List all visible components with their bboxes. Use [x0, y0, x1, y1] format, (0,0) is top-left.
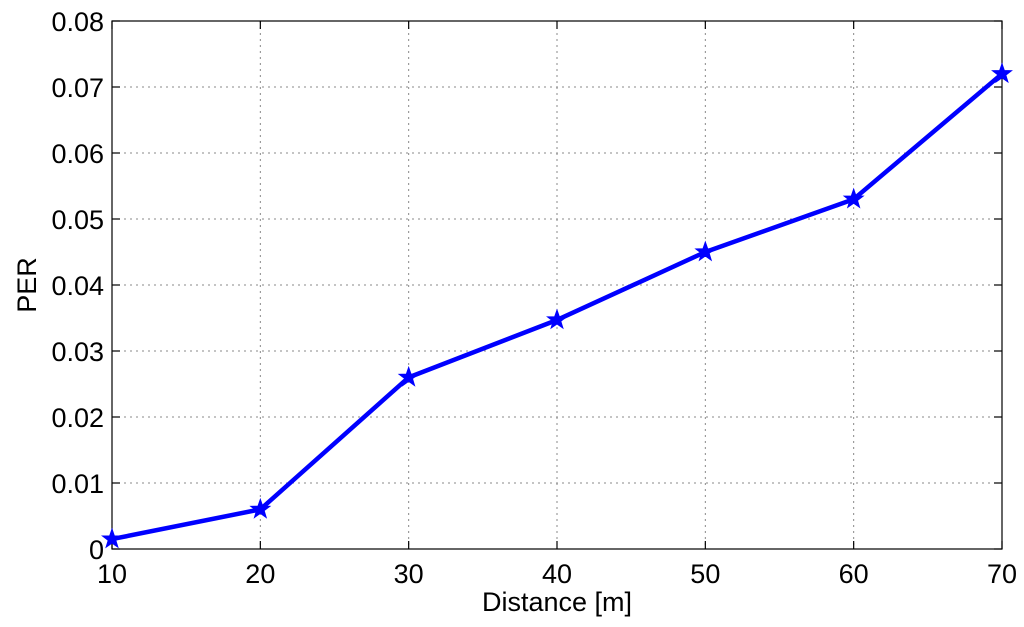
- series-line: [112, 74, 1002, 539]
- y-tick-label: 0.05: [51, 205, 104, 235]
- y-tick-label: 0.06: [51, 139, 104, 169]
- x-tick-label: 20: [245, 559, 275, 589]
- x-axis-label: Distance [m]: [482, 587, 632, 617]
- axis-ticks: 10 20 30 40 50 60 7000.010.020.030.040.050.060…: [51, 7, 1017, 589]
- y-axis-label: PER: [12, 257, 42, 313]
- y-tick-label: 0.04: [51, 271, 104, 301]
- x-tick-label: 60: [839, 559, 869, 589]
- y-tick-label: 0.02: [51, 403, 104, 433]
- x-tick-label: 70: [987, 559, 1017, 589]
- x-tick-label: 40: [542, 559, 572, 589]
- y-tick-label: 0: [89, 535, 104, 565]
- x-tick-label: 50: [690, 559, 720, 589]
- y-tick-label: 0.08: [51, 7, 104, 37]
- y-tick-label: 0.07: [51, 73, 104, 103]
- y-tick-label: 0.01: [51, 469, 104, 499]
- y-tick-label: 0.03: [51, 337, 104, 367]
- x-tick-label: 30: [394, 559, 424, 589]
- data-point-star: [547, 310, 566, 328]
- grid: [112, 21, 1002, 549]
